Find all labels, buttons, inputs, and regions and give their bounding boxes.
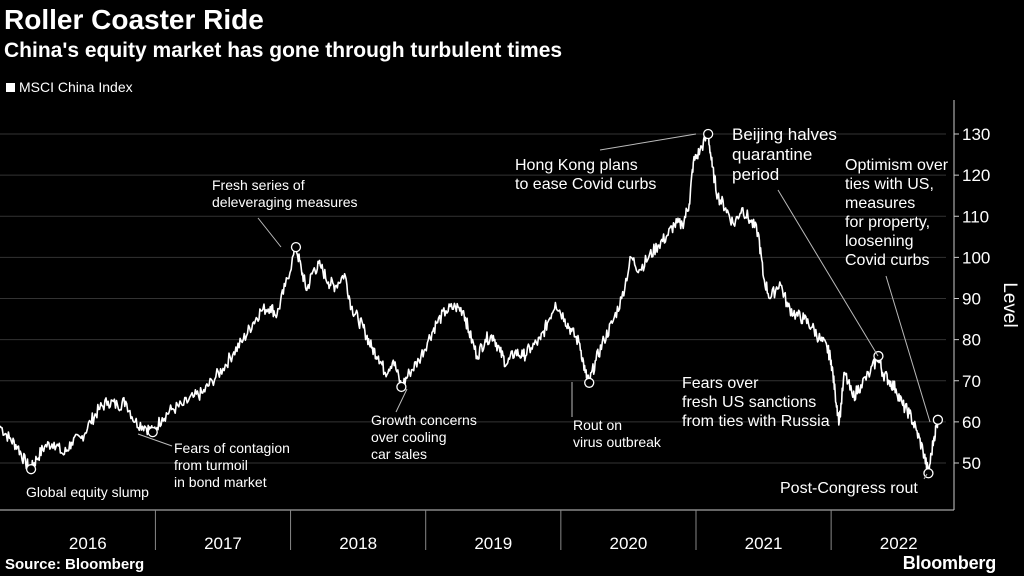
annotation-line: ties with US, xyxy=(845,176,934,193)
annotation-label: Optimism over ties with US, measures for pr… xyxy=(845,157,949,269)
y-tick-label: 130 xyxy=(962,125,990,144)
annotation-marker xyxy=(873,350,884,362)
annotation-label: Growth concerns over cooling car sales xyxy=(371,412,477,462)
annotation-line: loosening xyxy=(845,233,914,250)
y-tick-label: 90 xyxy=(962,290,981,309)
y-tick-label: 70 xyxy=(962,372,981,391)
x-tick-label: 2018 xyxy=(339,534,377,553)
annotation-line: in bond market xyxy=(174,474,267,490)
annotation-label: Fears over fresh US sanctions from ties wi… xyxy=(682,375,830,430)
annotation-line: car sales xyxy=(371,446,427,462)
y-tick-label: 100 xyxy=(962,248,990,267)
annotation-leader xyxy=(885,275,931,423)
annotation-line: deleveraging measures xyxy=(212,194,358,210)
annotation-line: to ease Covid curbs xyxy=(515,176,656,193)
y-tick-label: 60 xyxy=(962,413,981,432)
annotation-marker xyxy=(702,128,714,140)
annotation-label: Fresh series of deleveraging measures xyxy=(212,177,358,210)
annotation-marker xyxy=(932,414,944,425)
annotation-line: from turmoil xyxy=(174,457,248,473)
annotation-line: virus outbreak xyxy=(573,434,662,450)
annotation-line: period xyxy=(732,165,779,184)
annotation-line: Fears over xyxy=(682,375,759,392)
annotation-line: from ties with Russia xyxy=(682,413,830,430)
annotation-line: quarantine xyxy=(732,145,812,164)
annotation-line: for property, xyxy=(845,214,930,231)
annotation-label: Global equity slump xyxy=(26,484,149,500)
annotation-leader xyxy=(923,473,928,480)
annotation-line: Post-Congress rout xyxy=(780,480,918,497)
y-tick-label: 120 xyxy=(962,166,990,185)
annotation-leader xyxy=(395,388,408,413)
annotation-leader xyxy=(599,133,697,151)
x-tick-label: 2020 xyxy=(610,534,648,553)
annotation-leader xyxy=(257,217,282,248)
annotation-label: Fears of contagion from turmoil in bond ma… xyxy=(174,440,290,490)
source-note: Source: Bloomberg xyxy=(5,556,145,573)
annotation-line: Optimism over xyxy=(845,157,949,174)
annotation-label: Beijing halves quarantine period xyxy=(732,125,837,184)
chart-title: Roller Coaster Ride xyxy=(4,4,264,35)
chart-subtitle: China's equity market has gone through t… xyxy=(4,39,563,62)
bloomberg-logo: Bloomberg xyxy=(902,553,996,573)
x-tick-label: 2022 xyxy=(880,534,918,553)
annotation-marker xyxy=(584,377,595,388)
annotation-marker xyxy=(290,241,302,253)
annotation-label: Post-Congress rout xyxy=(780,480,918,497)
annotation-line: Global equity slump xyxy=(26,484,149,500)
y-tick-label: 110 xyxy=(962,207,989,226)
annotation-line: measures xyxy=(845,195,915,212)
legend-label: MSCI China Index xyxy=(19,79,133,95)
annotation-line: Covid curbs xyxy=(845,252,929,269)
annotation-line: Fears of contagion xyxy=(174,440,290,456)
x-tick-label: 2016 xyxy=(69,534,107,553)
annotation-marker xyxy=(25,464,37,475)
annotation-line: over cooling xyxy=(371,429,447,445)
legend-swatch xyxy=(6,82,15,92)
y-tick-label: 80 xyxy=(962,331,981,350)
annotation-leader xyxy=(777,189,879,357)
legend: MSCI China Index xyxy=(6,79,133,95)
y-tick-label: 50 xyxy=(962,454,981,473)
series-line-msci-china-index xyxy=(0,132,939,475)
annotation-leader xyxy=(137,433,173,447)
annotation-label: Rout on virus outbreak xyxy=(573,417,662,450)
annotation-line: Growth concerns xyxy=(371,412,477,428)
annotation-label: Hong Kong plans to ease Covid curbs xyxy=(515,157,656,193)
x-tick-label: 2021 xyxy=(745,534,783,553)
annotation-line: Hong Kong plans xyxy=(515,157,638,174)
annotation-line: fresh US sanctions xyxy=(682,394,816,411)
annotation-line: Rout on xyxy=(573,417,622,433)
annotation-line: Fresh series of xyxy=(212,177,305,193)
x-tick-label: 2019 xyxy=(474,534,512,553)
y-axis-label: Level xyxy=(999,282,1020,327)
annotation-marker xyxy=(147,427,158,438)
annotation-marker xyxy=(396,381,407,393)
x-tick-label: 2017 xyxy=(204,534,242,553)
annotation-line: Beijing halves xyxy=(732,125,837,144)
